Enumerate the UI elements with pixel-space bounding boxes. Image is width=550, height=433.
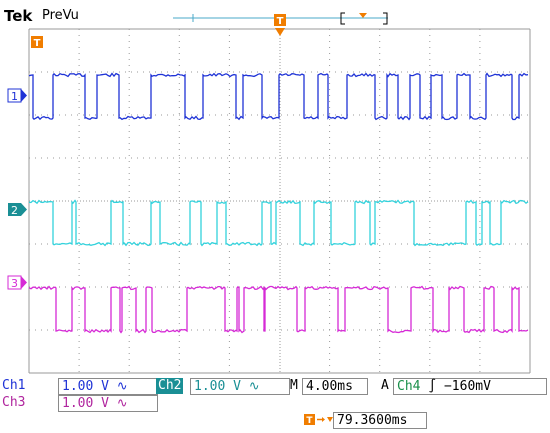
ch2-coupling-icon: ∿	[248, 379, 260, 394]
timebase-prefix: M	[290, 378, 298, 393]
acquisition-mode: PreVu	[42, 8, 79, 23]
trigger-source: Ch4	[397, 379, 421, 394]
svg-text:2: 2	[11, 204, 18, 217]
rising-edge-icon: ∫	[428, 379, 437, 394]
ch1-marker[interactable]: 1	[7, 88, 27, 103]
ch1-coupling-icon: ∿	[116, 379, 128, 394]
status-bar: Ch1 1.00 V ∿ Ch2 1.00 V ∿ M 4.00ms A Ch4…	[0, 378, 550, 433]
top-bar: Tek PreVu	[0, 0, 550, 30]
ch2-waveform	[28, 199, 529, 247]
ch2-label[interactable]: Ch2	[156, 378, 184, 394]
ch1-scale-box[interactable]: 1.00 V ∿	[58, 378, 158, 395]
brand-logo: Tek	[4, 7, 33, 25]
svg-text:1: 1	[11, 90, 18, 103]
trigger-level: −160mV	[443, 379, 491, 394]
trigger-level-marker[interactable]: T	[31, 36, 43, 49]
trigger-position-icon: T	[304, 412, 334, 428]
trigger-readout[interactable]: Ch4 ∫ −160mV	[393, 378, 547, 395]
trigger-prefix: A	[381, 378, 389, 393]
ch2-scale: 1.00 V	[194, 379, 241, 394]
ch3-scale-box[interactable]: 1.00 V ∿	[58, 395, 158, 412]
svg-text:3: 3	[11, 277, 18, 290]
timebase-value[interactable]: 4.00ms	[302, 378, 368, 395]
svg-text:T: T	[277, 16, 284, 27]
ch3-scale: 1.00 V	[62, 396, 109, 411]
trigger-marker[interactable]: T	[274, 14, 286, 36]
ch2-marker[interactable]: 2	[8, 203, 27, 217]
ch3-waveform	[28, 285, 529, 334]
ch2-scale-box[interactable]: 1.00 V ∿	[190, 378, 290, 395]
trigger-position-value[interactable]: 79.3600ms	[333, 412, 427, 429]
svg-text:T: T	[306, 416, 313, 426]
trigger-position-arrow	[359, 13, 367, 18]
ch1-waveform	[28, 72, 529, 121]
ch3-marker[interactable]: 3	[7, 275, 27, 290]
ch3-coupling-icon: ∿	[116, 396, 128, 411]
ch1-label[interactable]: Ch1	[2, 378, 26, 393]
ch3-label[interactable]: Ch3	[2, 395, 26, 410]
ch1-scale: 1.00 V	[62, 379, 109, 394]
svg-text:T: T	[34, 38, 41, 49]
